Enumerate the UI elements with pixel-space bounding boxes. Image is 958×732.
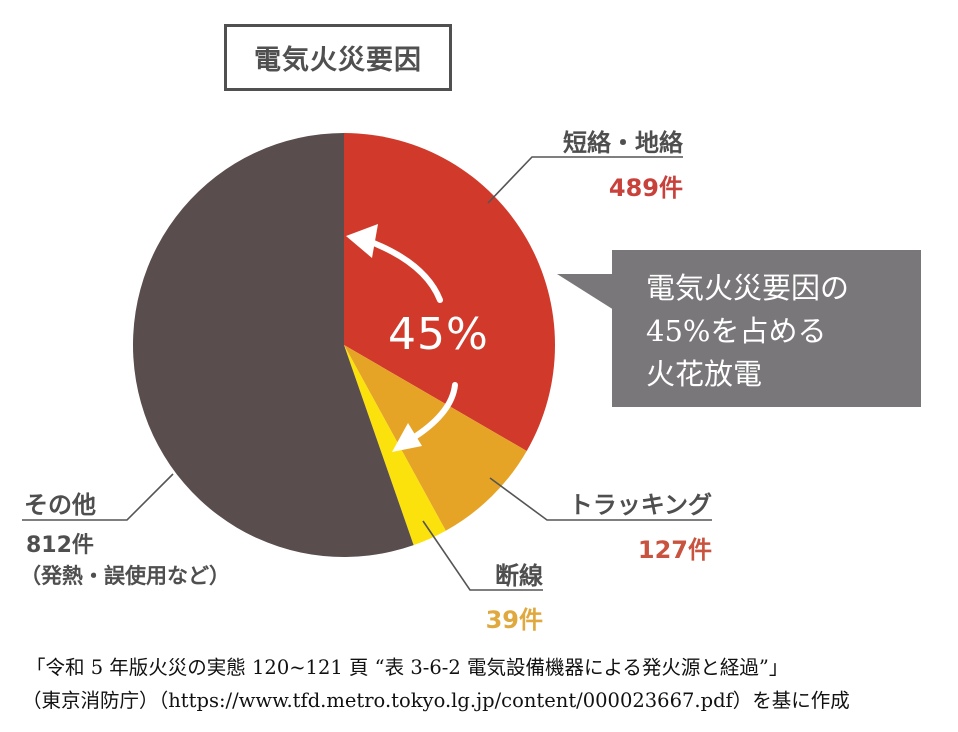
pie-slices bbox=[132, 133, 555, 557]
callout-line-1: 電気火災要因の bbox=[646, 271, 850, 305]
leader-line-disconnection bbox=[422, 520, 543, 591]
count-other: 812件 bbox=[26, 533, 94, 558]
source-citation-line-1: 「令和 5 年版火災の実態 120~121 頁 “表 3-6-2 電気設備機器に… bbox=[26, 656, 789, 679]
callout-tail bbox=[557, 274, 614, 310]
slice-short-circuit bbox=[344, 133, 555, 451]
slice-disconnection bbox=[344, 345, 446, 546]
percentage-annotation: 45% bbox=[388, 309, 489, 360]
source-citation-line-2: （東京消防庁）（https://www.tfd.metro.tokyo.lg.j… bbox=[22, 689, 850, 712]
count-disconnection: 39件 bbox=[485, 606, 543, 634]
leader-line-tracking bbox=[489, 477, 712, 521]
label-tracking: トラッキング bbox=[568, 491, 712, 519]
label-other: その他 bbox=[24, 491, 96, 519]
count-short-circuit: 489件 bbox=[608, 174, 683, 202]
callout-box: 電気火災要因の 45%を占める 火花放電 bbox=[612, 250, 921, 407]
chart-title: 電気火災要因 bbox=[254, 45, 422, 76]
label-short-circuit: 短絡・地絡 bbox=[563, 129, 683, 157]
chart-title-box: 電気火災要因 bbox=[224, 24, 452, 91]
leader-line-short-circuit bbox=[487, 156, 683, 204]
leader-lines bbox=[22, 156, 712, 591]
callout-line-2: 45%を占める bbox=[646, 314, 827, 348]
callout-line-3: 火花放電 bbox=[646, 357, 763, 391]
slice-tracking bbox=[344, 345, 527, 531]
leader-line-other bbox=[22, 473, 174, 521]
slice-other bbox=[132, 133, 414, 557]
count-tracking: 127件 bbox=[637, 536, 712, 564]
percentage-arc-arrow-icon bbox=[346, 224, 458, 452]
label-disconnection: 断線 bbox=[495, 562, 543, 590]
other-sublabel: （発熱・誤使用など） bbox=[20, 564, 230, 588]
